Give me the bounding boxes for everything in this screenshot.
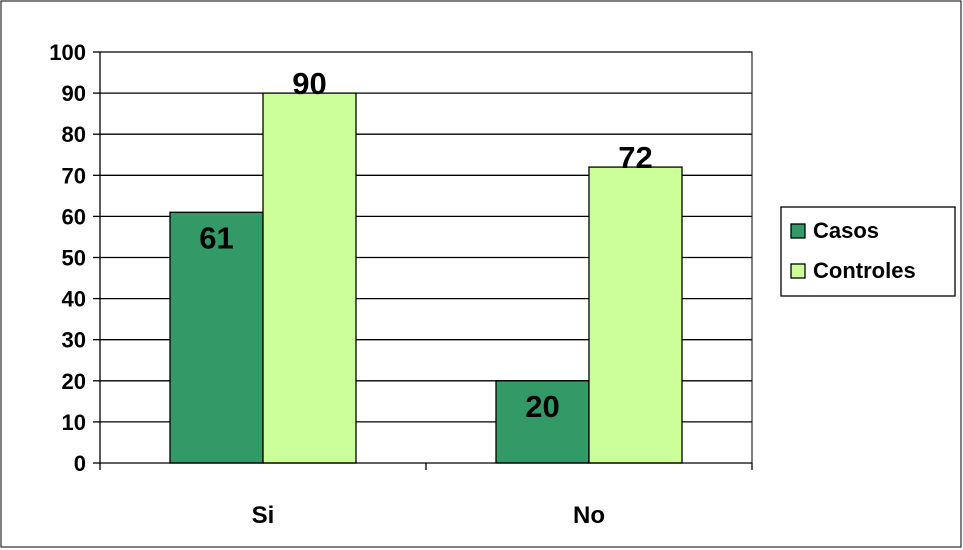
- x-category-label: Si: [252, 502, 275, 529]
- axes: 0 10 20 30 40 50 60 70 80 90 100 Si No: [49, 40, 753, 529]
- y-tick-label: 20: [62, 369, 86, 394]
- data-labels: 61 90 20 72: [199, 66, 652, 424]
- y-tick-label: 10: [62, 410, 86, 435]
- legend-label-casos: Casos: [813, 218, 879, 243]
- y-tick-label: 90: [62, 81, 86, 106]
- y-tick-label: 100: [49, 40, 86, 65]
- data-label: 61: [199, 220, 233, 255]
- legend-swatch-casos: [790, 223, 806, 239]
- x-category-label: No: [573, 502, 605, 529]
- bar-controles-no: [588, 166, 683, 464]
- y-tick-label: 50: [62, 246, 86, 271]
- y-tick-label: 70: [62, 163, 86, 188]
- y-tick-label: 80: [62, 122, 86, 147]
- legend-box: [780, 206, 956, 297]
- bar-casos-no: [495, 380, 590, 464]
- y-tick-label: 40: [62, 287, 86, 312]
- data-label: 72: [618, 140, 652, 175]
- data-label: 20: [525, 389, 559, 424]
- legend-swatch-controles: [790, 263, 806, 279]
- y-tick-label: 60: [62, 204, 86, 229]
- data-label: 90: [292, 66, 326, 101]
- y-tick-label: 30: [62, 328, 86, 353]
- legend-label-controles: Controles: [813, 258, 916, 283]
- y-tick-label: 0: [74, 451, 86, 476]
- bar-controles-si: [262, 92, 357, 464]
- legend: Casos Controles: [780, 206, 956, 297]
